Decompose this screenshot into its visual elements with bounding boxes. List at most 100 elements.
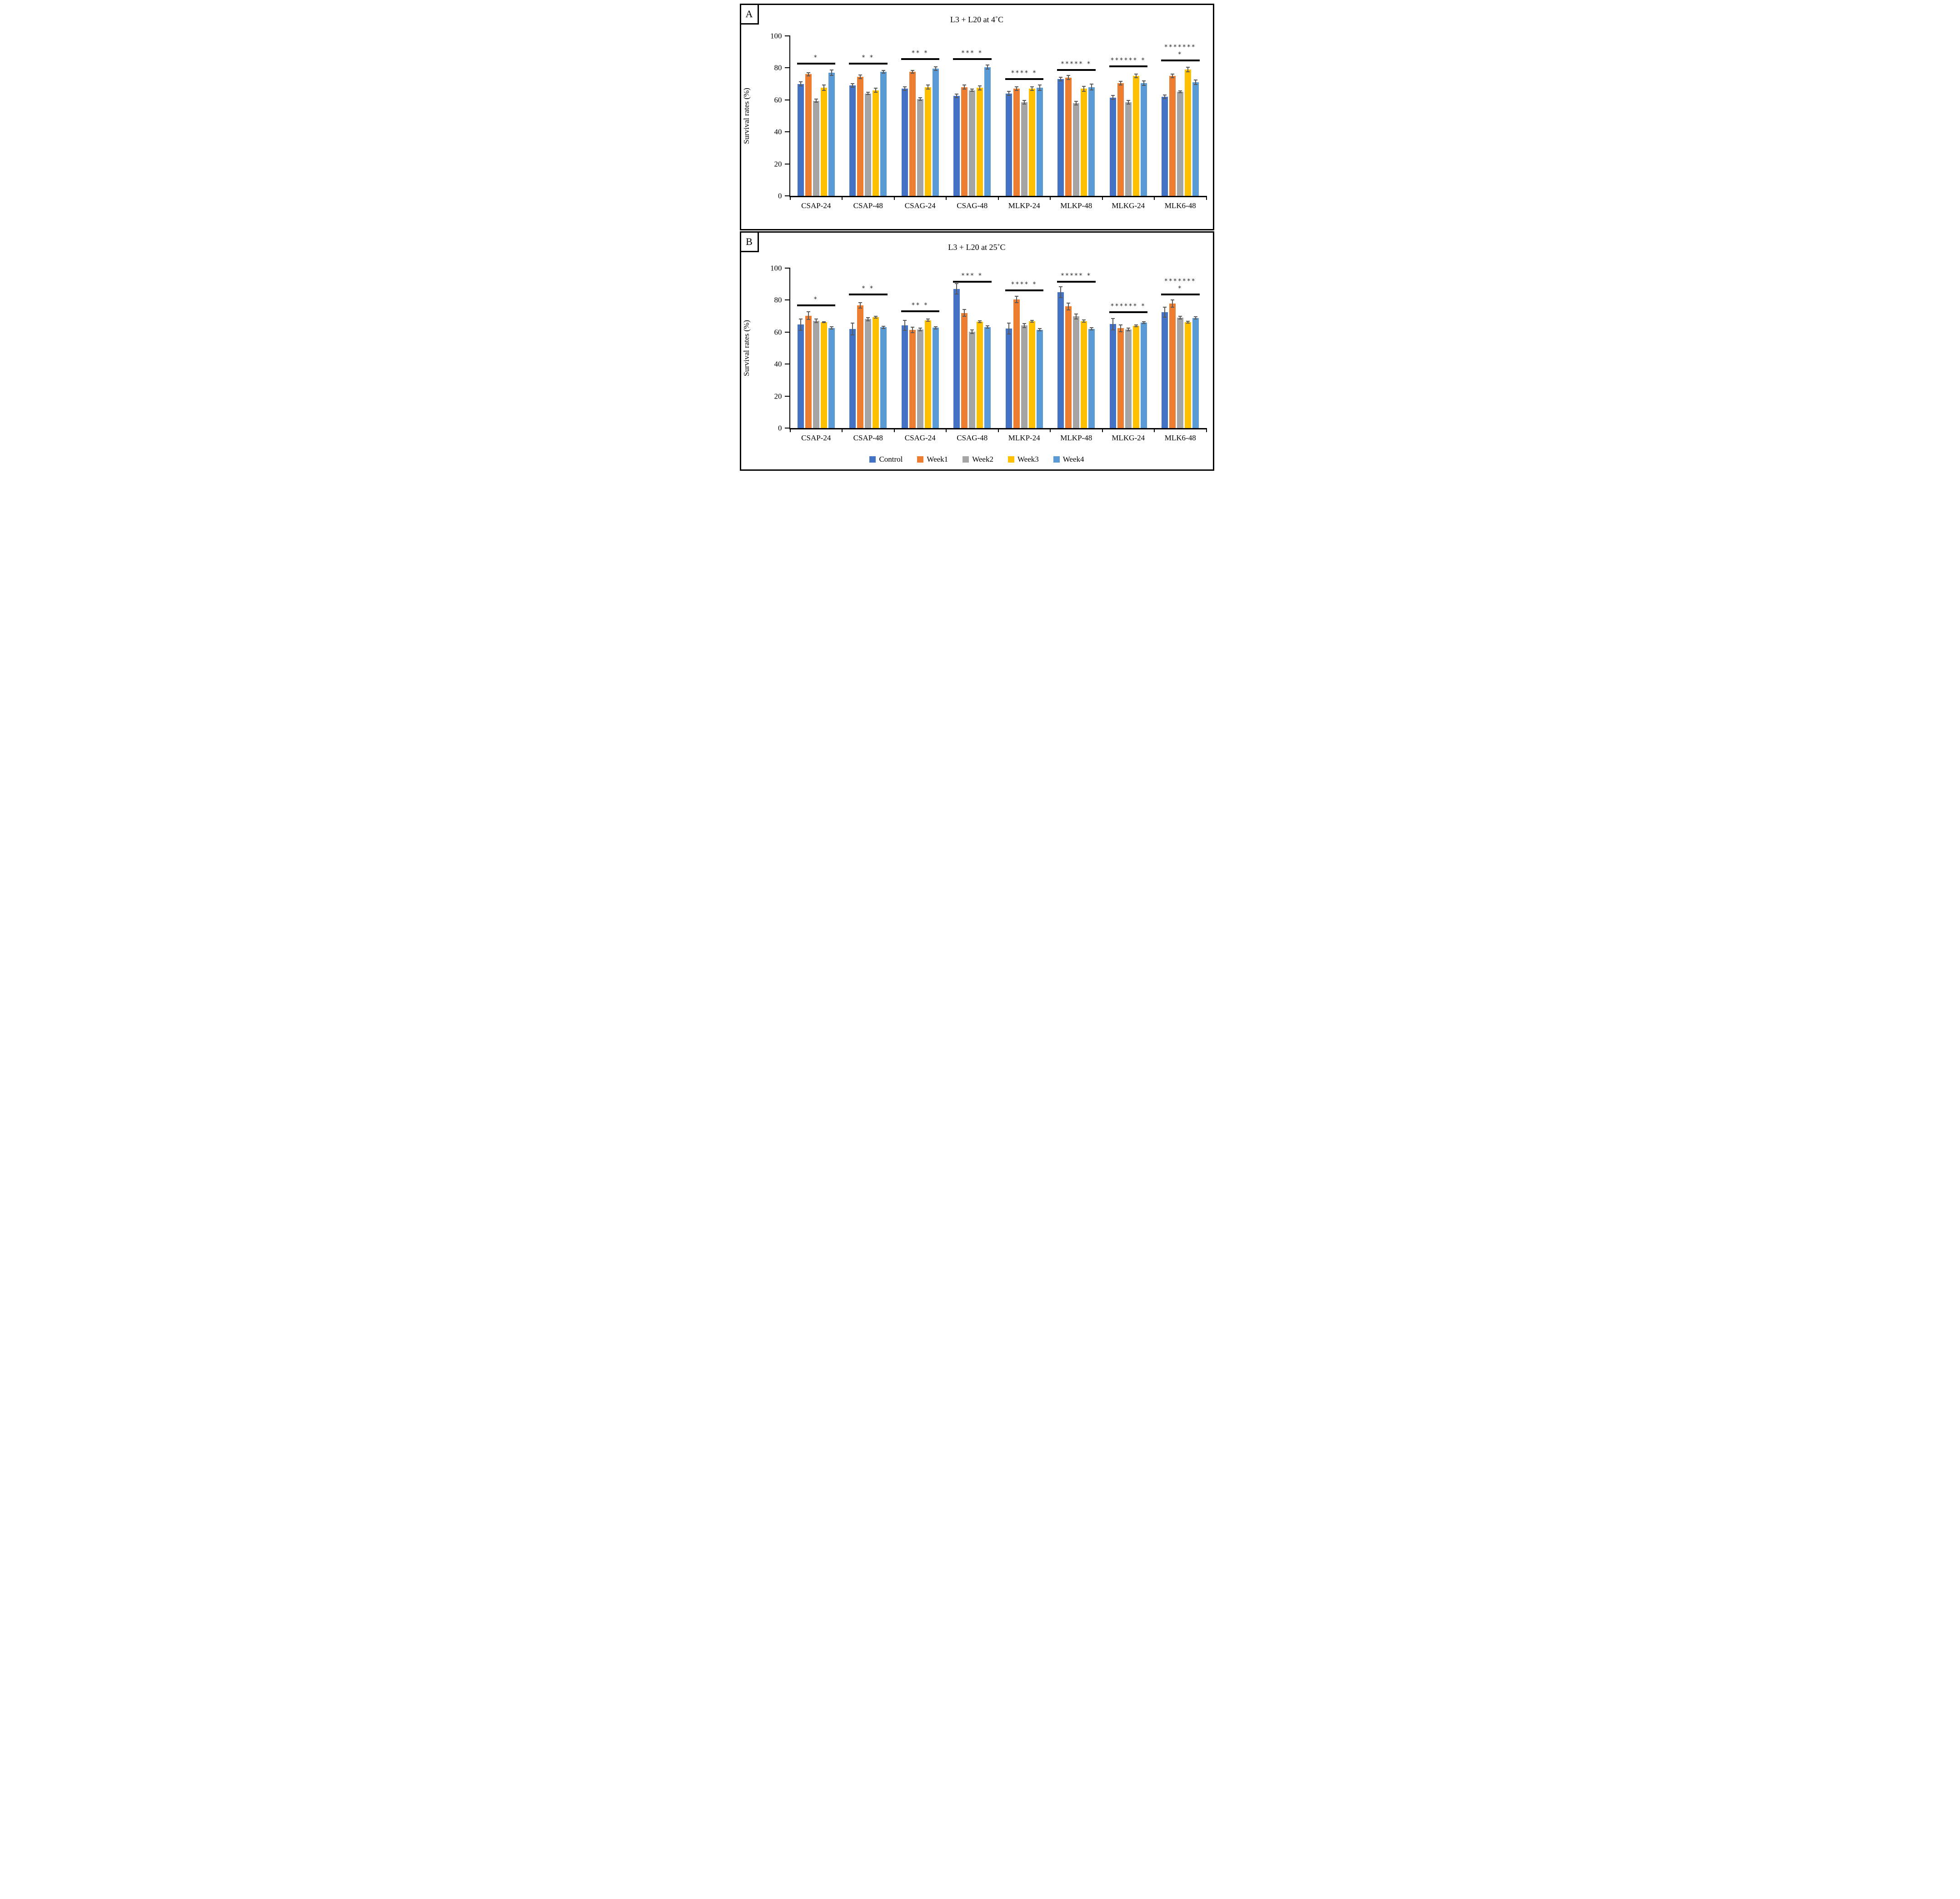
error-bar [1111,95,1115,100]
error-bar-line [1023,100,1025,105]
error-bar [955,93,959,99]
significance-line [901,310,939,312]
significance-asterisks: ** * [912,49,929,57]
bar-control [849,83,856,196]
error-bar [814,99,818,103]
error-bar-line [964,309,965,317]
error-bar [858,302,863,309]
error-bar [970,329,974,334]
bar-week1 [1117,324,1124,428]
error-bar-cap-bottom [1111,99,1115,100]
error-bar-line [987,325,988,329]
error-bar-line [800,81,801,86]
bar-week2 [917,327,923,428]
bar-control [901,319,908,428]
significance-line [953,58,992,60]
error-bar-cap-top [858,302,863,303]
error-bar-line [860,74,861,80]
x-category-label: MLK6-48 [1164,201,1196,210]
error-bar-line [979,85,981,90]
significance-asterisks: ** * [912,301,929,309]
error-bar-cap-bottom [1022,104,1026,105]
significance-line [901,58,939,60]
error-bar [829,326,833,330]
error-bar [1037,85,1042,91]
error-bar-cap-top [1067,303,1071,304]
bar-control [849,322,856,428]
error-bar-cap-top [1090,83,1094,85]
error-bar [1007,323,1011,335]
error-bar-cap-bottom [1007,95,1011,96]
error-bar [1178,90,1182,94]
error-bar [1067,303,1071,310]
error-bar-cap-bottom [918,100,922,101]
error-bar [910,70,914,74]
error-bar-cap-bottom [822,90,826,91]
error-bar-cap-top [806,72,810,74]
y-tick-label: 80 [774,63,782,72]
bar-week3 [977,85,983,196]
error-bar-line [1068,303,1069,310]
error-bar-line [1120,324,1121,333]
significance-asterisks: **** * [1011,69,1037,77]
x-tick [946,196,947,200]
error-bar-cap-bottom [986,328,990,329]
error-bar [955,283,959,295]
x-category-label: CSAG-48 [957,201,988,210]
y-tick [784,195,790,196]
bar-week2 [865,92,872,196]
bar-week1 [1013,295,1020,428]
bar-control [797,318,804,428]
x-tick [842,196,843,200]
significance-asterisks: ****** * [1111,56,1146,64]
error-bar-line [815,318,817,324]
error-bar-line [852,83,853,88]
error-bar [1134,324,1138,327]
error-bar-cap-bottom [1014,302,1018,303]
bar-week4 [984,325,991,428]
bar-week1 [805,311,812,428]
y-tick [784,395,790,397]
error-bar-line [1127,327,1129,332]
error-bar [851,83,855,88]
legend-item-week1: Week1 [917,455,948,464]
error-bar-cap-top [1142,321,1146,323]
bar-week3 [924,85,931,196]
error-bar-cap-top [1142,80,1146,81]
error-bar-cap-bottom [1171,306,1175,308]
error-bar-cap-top [851,83,855,84]
bar-control [953,283,960,428]
error-bar-cap-bottom [1118,331,1122,333]
x-tick [893,428,895,432]
error-bar-cap-top [806,311,810,313]
bar-week4 [1036,85,1043,196]
bar-control [1057,76,1064,196]
bar-week4 [1140,80,1147,196]
error-bar-line [823,85,824,91]
error-bar-cap-bottom [955,97,959,99]
error-bar-cap-bottom [858,307,863,309]
bar-week3 [1185,66,1192,196]
error-bar-cap-top [1022,323,1026,324]
error-bar-cap-bottom [822,322,826,324]
bar-week3 [1028,86,1035,196]
error-bar-line [800,318,801,331]
bar-week1 [909,70,916,196]
error-bar-cap-bottom [963,88,967,90]
error-bar-line [1135,73,1137,79]
legend-item-week2: Week2 [963,455,993,464]
bar-week2 [1073,100,1080,196]
error-bar [806,311,810,320]
error-bar [1134,73,1138,79]
error-bar [874,315,878,319]
error-bar-line [1180,315,1181,320]
bar-week3 [820,321,827,428]
error-bar-cap-top [1022,100,1026,101]
error-bar [918,97,922,101]
panel-b-title: L3 + L20 at 25˚C [948,243,1006,252]
error-bar-line [1172,299,1173,308]
error-bar-cap-top [1134,73,1138,75]
error-bar [986,65,990,70]
error-bar [882,325,886,329]
error-bar-line [964,85,965,90]
